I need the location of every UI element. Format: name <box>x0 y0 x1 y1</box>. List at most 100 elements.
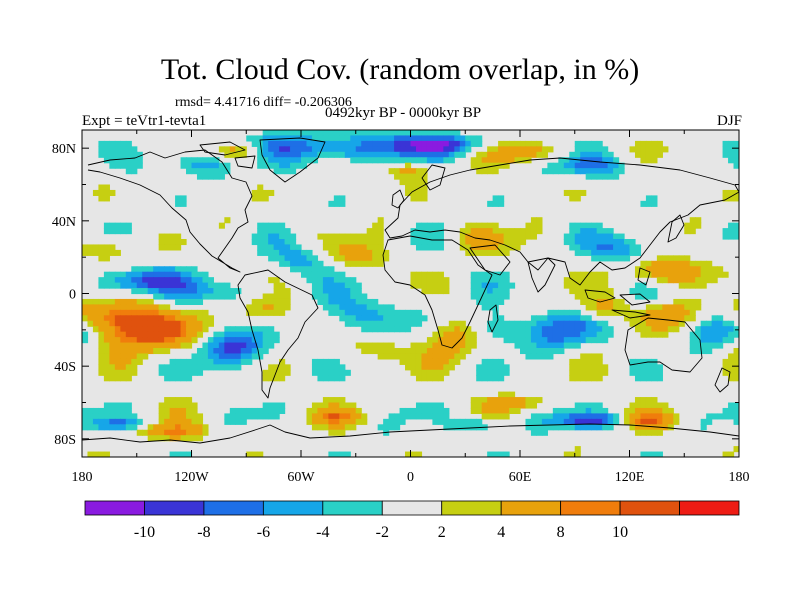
field-cell <box>695 326 702 333</box>
field-cell <box>175 282 182 289</box>
field-cell <box>684 298 691 305</box>
field-cell <box>186 309 193 316</box>
field-cell <box>153 320 160 327</box>
field-cell <box>339 277 346 284</box>
field-cell <box>322 424 329 431</box>
field-cell <box>717 337 724 344</box>
field-cell <box>503 402 510 409</box>
field-cell <box>399 413 406 420</box>
field-cell <box>492 298 499 305</box>
field-cell <box>618 304 625 311</box>
field-cell <box>640 375 647 382</box>
field-cell <box>421 233 428 240</box>
field-cell <box>202 342 209 349</box>
field-cell <box>465 140 472 147</box>
field-cell <box>634 424 642 431</box>
field-cell <box>311 413 319 420</box>
field-cell <box>361 140 368 147</box>
field-cell <box>251 331 258 338</box>
field-cell <box>328 244 335 251</box>
field-cell <box>580 298 587 305</box>
field-cell <box>191 402 198 409</box>
field-cell <box>268 304 275 311</box>
field-cell <box>426 402 433 409</box>
field-cell <box>322 369 329 376</box>
field-cell <box>470 424 477 431</box>
field-cell <box>591 249 598 256</box>
field-cell <box>361 244 368 251</box>
lat-label-40s: 40S <box>54 360 76 375</box>
field-cell <box>525 151 532 158</box>
field-cell <box>574 375 581 382</box>
field-cell <box>426 353 433 360</box>
field-cell <box>476 228 483 235</box>
field-cell <box>372 222 379 229</box>
field-cell <box>158 326 165 333</box>
field-cell <box>355 151 362 158</box>
field-cell <box>103 151 110 158</box>
field-cell <box>333 293 340 300</box>
field-cell <box>120 418 127 425</box>
lon-label-0: 0 <box>407 470 414 485</box>
field-cell <box>465 233 472 240</box>
field-cell <box>131 151 138 158</box>
field-cell <box>415 451 423 457</box>
field-cell <box>306 260 313 267</box>
field-cell <box>443 331 450 338</box>
field-cell <box>481 157 488 164</box>
field-cell <box>667 413 674 420</box>
field-cell <box>322 277 329 284</box>
field-cell <box>585 407 592 414</box>
field-cell <box>634 282 642 289</box>
cb-label: 2 <box>438 524 446 541</box>
field-cell <box>492 222 499 229</box>
field-cell <box>585 364 592 371</box>
field-cell <box>92 326 100 333</box>
field-cell <box>492 369 499 376</box>
field-cell <box>728 364 735 371</box>
field-cell <box>476 407 483 414</box>
field-cell <box>591 402 598 409</box>
field-cell <box>613 255 620 262</box>
field-cell <box>120 424 127 431</box>
field-cell <box>410 320 417 327</box>
field-cell <box>662 407 669 414</box>
field-cell <box>257 342 264 349</box>
field-cell <box>678 271 685 278</box>
field-cell <box>240 342 247 349</box>
field-cell <box>186 369 193 376</box>
field-cell <box>120 162 127 169</box>
field-cell <box>629 369 636 376</box>
field-cell <box>640 157 647 164</box>
field-cell <box>273 402 280 409</box>
field-cell <box>175 331 182 338</box>
field-cell <box>262 146 269 153</box>
field-cell <box>585 402 592 409</box>
field-cell <box>377 304 384 311</box>
field-cell <box>229 342 236 349</box>
field-cell <box>536 228 543 235</box>
field-cell <box>574 315 581 322</box>
field-cell <box>317 233 324 240</box>
field-cell <box>273 407 280 414</box>
field-cell <box>207 173 214 180</box>
field-cell <box>103 255 110 262</box>
field-cell <box>120 304 127 311</box>
field-cell <box>388 320 395 327</box>
field-cell <box>120 309 127 316</box>
field-cell <box>470 331 477 338</box>
field-cell <box>410 130 417 137</box>
field-cell <box>706 320 713 327</box>
field-cell <box>415 222 423 229</box>
field-cell <box>273 249 280 256</box>
field-cell <box>651 151 658 158</box>
field-cell <box>279 364 286 371</box>
field-cell <box>443 348 450 355</box>
field-cell <box>339 233 346 240</box>
field-cell <box>503 233 510 240</box>
field-cell <box>240 151 247 158</box>
field-cell <box>120 146 127 153</box>
field-cell <box>175 266 182 273</box>
field-cell <box>722 369 729 376</box>
field-cell <box>728 195 735 202</box>
